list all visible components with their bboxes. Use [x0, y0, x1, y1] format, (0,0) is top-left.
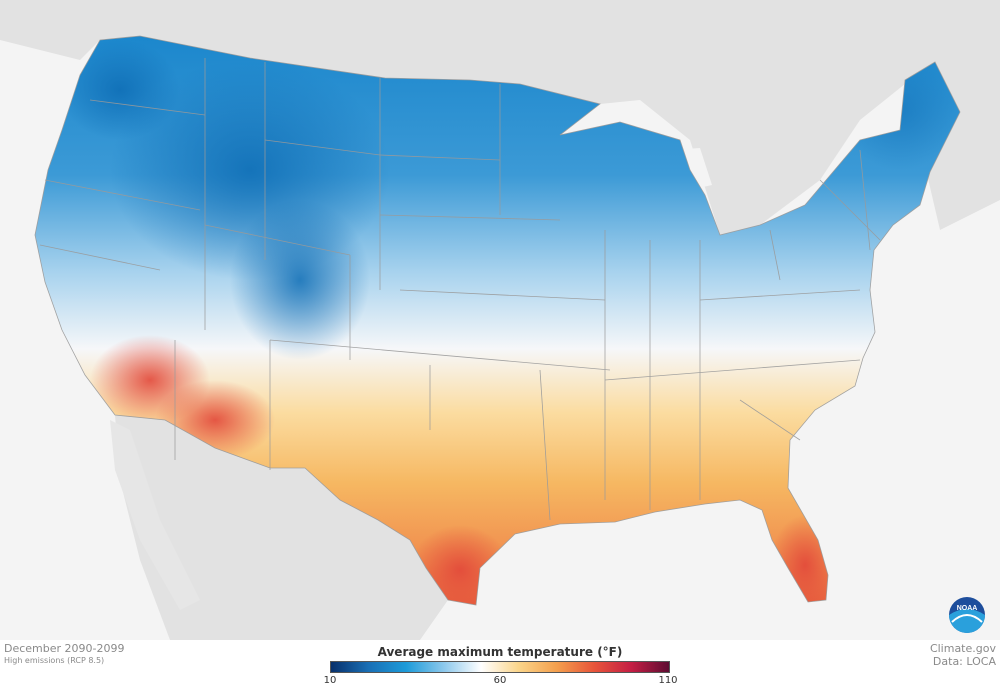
legend-min-label: 10	[323, 675, 337, 686]
mexico-landmass	[115, 415, 448, 640]
temperature-map: NOAA	[0, 0, 1000, 640]
legend-title: Average maximum temperature (°F)	[377, 645, 623, 659]
legend-color-bar	[330, 661, 670, 673]
legend-mid-label: 60	[493, 675, 507, 686]
map-canvas: NOAA	[0, 0, 1000, 640]
source-site-label: Climate.gov	[929, 642, 996, 655]
legend-max-label: 110	[658, 675, 678, 686]
noaa-logo: NOAA	[949, 597, 985, 633]
time-period-label: December 2090-2099	[4, 642, 125, 655]
emissions-scenario-label: High emissions (RCP 8.5)	[4, 656, 105, 665]
baja-peninsula	[110, 420, 200, 610]
map-footer: December 2090-2099 High emissions (RCP 8…	[0, 640, 1000, 690]
noaa-logo-text: NOAA	[957, 605, 978, 612]
data-source-label: Data: LOCA	[932, 655, 996, 668]
canada-landmass	[0, 0, 1000, 235]
state-borders	[34, 35, 961, 606]
